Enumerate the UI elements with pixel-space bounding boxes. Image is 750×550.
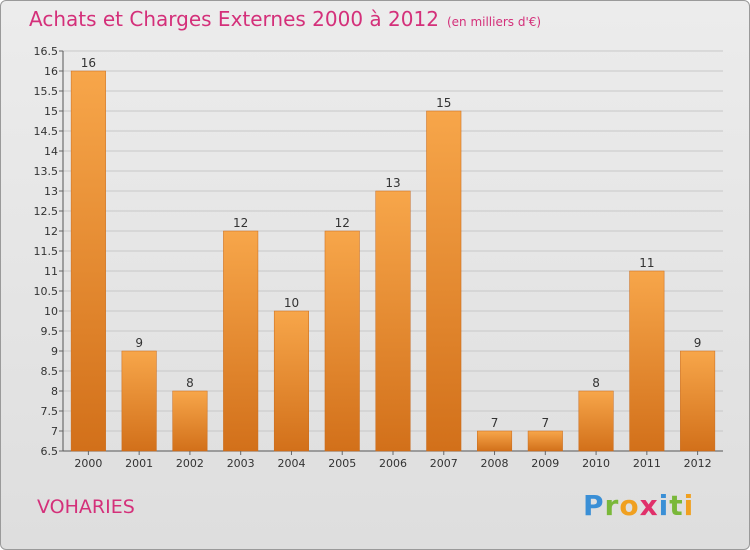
y-tick-label: 13.5 bbox=[34, 165, 59, 178]
y-tick-label: 15 bbox=[44, 105, 58, 118]
data-label-2011: 11 bbox=[639, 256, 654, 270]
data-label-2000: 16 bbox=[81, 56, 96, 70]
y-tick-label: 10.5 bbox=[34, 285, 59, 298]
logo-letter: i bbox=[658, 489, 670, 522]
x-tick-label-2011: 2011 bbox=[633, 457, 661, 470]
data-label-2002: 8 bbox=[186, 376, 194, 390]
x-tick-label-2004: 2004 bbox=[277, 457, 305, 470]
x-tick-label-2001: 2001 bbox=[125, 457, 153, 470]
y-tick-label: 9.5 bbox=[41, 325, 59, 338]
y-tick-label: 8 bbox=[51, 385, 58, 398]
logo-letter: o bbox=[619, 489, 640, 522]
proxiti-logo: Proxiti bbox=[583, 489, 694, 522]
bar-2004 bbox=[273, 310, 309, 452]
x-tick-label-2002: 2002 bbox=[176, 457, 204, 470]
data-label-2001: 9 bbox=[135, 336, 143, 350]
y-tick-label: 13 bbox=[44, 185, 58, 198]
y-tick-label: 15.5 bbox=[34, 85, 59, 98]
bar-2005 bbox=[324, 230, 360, 452]
data-label-2012: 9 bbox=[694, 336, 702, 350]
y-tick-label: 16 bbox=[44, 65, 58, 78]
y-tick-label: 14.5 bbox=[34, 125, 59, 138]
x-tick-label-2000: 2000 bbox=[74, 457, 102, 470]
bar-2001 bbox=[121, 350, 157, 452]
bar-2003 bbox=[223, 230, 259, 452]
y-tick-label: 10 bbox=[44, 305, 58, 318]
bar-2000 bbox=[70, 70, 106, 452]
x-axis-ticks: 2000 2001 2002 2003 2004 2005 2006 2007 2008 2009… bbox=[74, 451, 712, 470]
x-tick-label-2007: 2007 bbox=[430, 457, 458, 470]
bar-2006 bbox=[375, 190, 411, 452]
y-tick-label: 12.5 bbox=[34, 205, 59, 218]
x-tick-label-2009: 2009 bbox=[531, 457, 559, 470]
title-text: Achats et Charges Externes 2000 à 2012 bbox=[29, 7, 439, 31]
data-label-2009: 7 bbox=[541, 416, 549, 430]
x-tick-label-2006: 2006 bbox=[379, 457, 407, 470]
data-label-2004: 10 bbox=[284, 296, 299, 310]
y-tick-label: 7.5 bbox=[41, 405, 59, 418]
y-tick-label: 7 bbox=[51, 425, 58, 438]
bar-2002 bbox=[172, 390, 208, 452]
y-tick-label: 16.5 bbox=[34, 45, 59, 58]
y-tick-label: 8.5 bbox=[41, 365, 59, 378]
x-tick-label-2010: 2010 bbox=[582, 457, 610, 470]
bar-2007 bbox=[426, 110, 462, 452]
logo-letter: t bbox=[669, 489, 684, 522]
y-axis-ticks: 6.5 7 7.5 8 8.5 9 9.5 10 10.5 11 11.5 12 12.5 13 13.5 1… bbox=[34, 45, 63, 458]
y-tick-label: 9 bbox=[51, 345, 58, 358]
y-tick-label: 14 bbox=[44, 145, 58, 158]
bar-2011 bbox=[629, 270, 665, 452]
chart-title: Achats et Charges Externes 2000 à 2012 (e… bbox=[29, 7, 541, 31]
y-tick-label: 12 bbox=[44, 225, 58, 238]
data-label-2010: 8 bbox=[592, 376, 600, 390]
x-tick-label-2005: 2005 bbox=[328, 457, 356, 470]
y-tick-label: 11.5 bbox=[34, 245, 59, 258]
bar-2008 bbox=[477, 430, 513, 452]
data-label-2006: 13 bbox=[385, 176, 400, 190]
bar-2010 bbox=[578, 390, 614, 452]
bar-2009 bbox=[527, 430, 563, 452]
y-tick-label: 6.5 bbox=[41, 445, 59, 458]
bars bbox=[70, 70, 716, 452]
x-tick-label-2012: 2012 bbox=[684, 457, 712, 470]
data-label-2008: 7 bbox=[491, 416, 499, 430]
y-tick-label: 11 bbox=[44, 265, 58, 278]
x-tick-label-2008: 2008 bbox=[481, 457, 509, 470]
data-label-2003: 12 bbox=[233, 216, 248, 230]
logo-letter: P bbox=[583, 489, 605, 522]
data-label-2005: 12 bbox=[335, 216, 350, 230]
logo-letter: i bbox=[683, 489, 695, 522]
logo-letter: r bbox=[604, 489, 620, 522]
chart-subtitle: (en milliers d'€) bbox=[446, 15, 542, 29]
logo-letter: x bbox=[639, 489, 659, 522]
place-name: VOHARIES bbox=[37, 496, 135, 518]
x-tick-label-2003: 2003 bbox=[227, 457, 255, 470]
data-label-2007: 15 bbox=[436, 96, 451, 110]
bar-2012 bbox=[680, 350, 716, 452]
data-labels: 16 9 8 12 10 12 13 15 7 7 8 11 9 bbox=[81, 56, 702, 430]
